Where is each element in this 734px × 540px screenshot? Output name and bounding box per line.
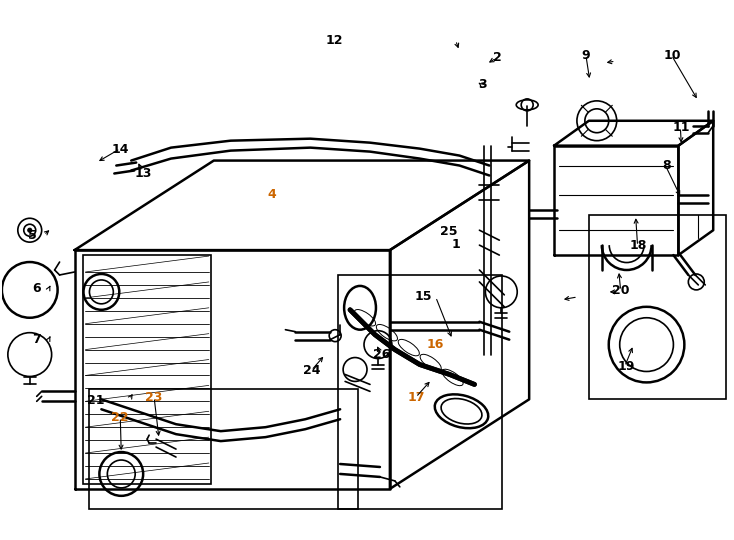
Text: 25: 25 (440, 225, 457, 238)
Text: 14: 14 (112, 143, 129, 156)
Text: 4: 4 (268, 188, 277, 201)
Bar (338, 275, 502, 509)
Text: 16: 16 (426, 338, 443, 350)
Text: 5: 5 (28, 228, 37, 241)
Text: 6: 6 (32, 282, 40, 295)
Bar (90, 389, 358, 509)
Text: 21: 21 (87, 394, 104, 407)
Text: 26: 26 (373, 348, 390, 361)
Text: 1: 1 (451, 238, 460, 251)
Text: 19: 19 (617, 360, 635, 373)
Text: 2: 2 (493, 51, 501, 64)
Text: 20: 20 (612, 284, 630, 297)
Text: 15: 15 (415, 291, 432, 303)
Text: 17: 17 (408, 391, 426, 404)
Bar (589, 215, 726, 400)
Text: 18: 18 (630, 239, 647, 252)
Text: 12: 12 (325, 33, 343, 46)
Text: 24: 24 (302, 364, 320, 377)
Circle shape (28, 228, 32, 232)
Text: 9: 9 (582, 49, 590, 62)
Text: 11: 11 (672, 121, 690, 134)
Text: 13: 13 (134, 167, 151, 180)
Text: 22: 22 (112, 411, 129, 424)
Text: 23: 23 (145, 391, 162, 404)
Text: 7: 7 (32, 333, 40, 346)
Bar (84, 255, 211, 484)
Text: 3: 3 (478, 78, 487, 91)
Text: 10: 10 (664, 49, 681, 62)
Text: 8: 8 (662, 159, 671, 172)
